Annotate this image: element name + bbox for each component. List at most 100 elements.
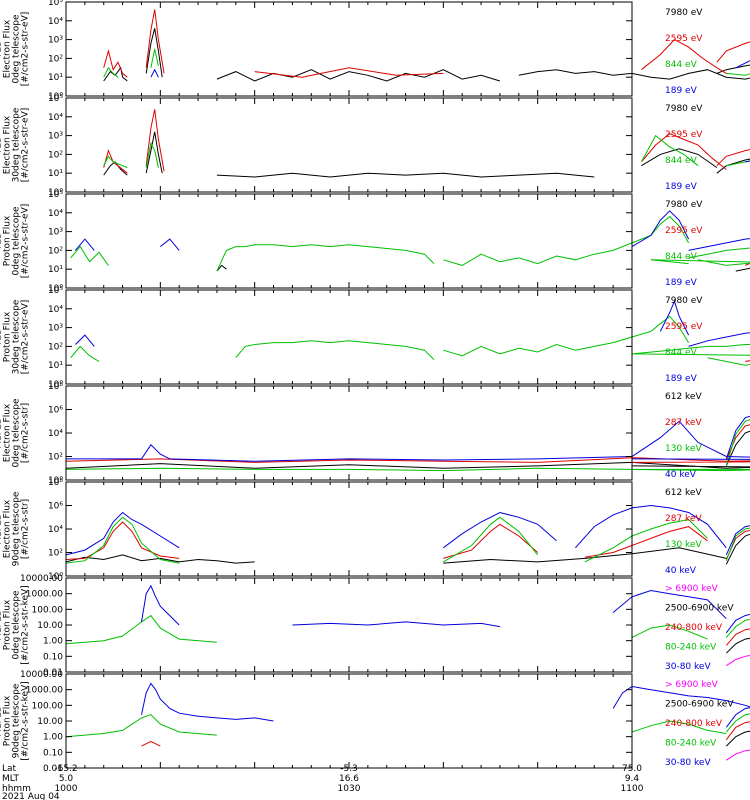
x-tick-label: 75.0 — [622, 764, 642, 774]
series-line — [641, 148, 718, 169]
y-axis-title-line: [#/cm2-s-str-eV] — [21, 12, 31, 87]
y-axis-title-line: 0deg telescope — [12, 398, 22, 468]
series-line — [65, 554, 255, 564]
series-line — [584, 526, 708, 558]
series-line — [716, 158, 750, 174]
legend-entry: > 6900 keV — [665, 680, 719, 690]
y-axis-title-line: TED — [0, 136, 4, 155]
series-line — [725, 730, 750, 747]
series-line — [443, 330, 652, 357]
series-line — [216, 69, 501, 82]
series-line — [640, 134, 699, 167]
series-130-kev — [65, 419, 750, 472]
y-axis-title-line: [#/cm2-s-str-keV] — [21, 585, 31, 664]
panel-frame — [65, 289, 633, 385]
y-tick-label: 10.00 — [37, 621, 63, 631]
y-axis-title: MEPEDProton Flux0deg telescope[#/cm2-s-s… — [0, 585, 31, 664]
x-tick-label: 1100 — [621, 784, 644, 794]
series-line — [216, 172, 595, 178]
series-line — [725, 529, 750, 560]
series-line — [159, 238, 180, 251]
y-axis-title-line: [#/cm2-s-str-eV] — [21, 300, 31, 375]
series-line — [443, 523, 539, 559]
y-tick-label: 10² — [48, 342, 63, 352]
series-7980-ev — [216, 264, 750, 272]
series-287-kev — [65, 521, 750, 560]
series-844-ev — [103, 48, 750, 78]
series-line — [70, 245, 109, 266]
y-tick-label: 10³ — [48, 324, 63, 334]
date-label: 2021 Aug 04 — [2, 792, 60, 800]
legend-entry: 7980 eV — [665, 104, 703, 114]
series-line — [725, 533, 750, 565]
legend-entry: 844 eV — [665, 348, 698, 358]
series-287-kev — [65, 424, 750, 463]
series-line — [150, 68, 159, 78]
series--6900-kev — [726, 655, 750, 667]
series-line — [65, 714, 217, 738]
y-axis-title-line: TED — [0, 232, 4, 251]
series-line — [669, 344, 750, 351]
series-line — [141, 584, 180, 626]
y-tick-label: 10000.00 — [20, 670, 63, 680]
legend-entry: 844 eV — [665, 252, 698, 262]
y-tick-label: 10⁰ — [48, 572, 63, 582]
legend-entry: 189 eV — [665, 86, 698, 96]
y-axis-title-line: TED — [0, 40, 4, 59]
legend-entry: 287 keV — [665, 514, 702, 524]
series-2500-6900-kev — [725, 637, 750, 654]
y-axis-title-line: [#/cm2-s-str-keV] — [21, 681, 31, 760]
x-tick-label: -65.2 — [54, 764, 77, 774]
series-line — [726, 655, 750, 667]
panel-3: 10⁰ 10¹ 10² 10³ 10⁴ 10⁵ TEDProton Flux0deg tel… — [0, 190, 750, 294]
legend-entry: 844 eV — [665, 156, 698, 166]
y-axis-title-line: [#/cm2-s-str-eV] — [21, 204, 31, 279]
legend-entry: 40 keV — [665, 470, 697, 480]
y-tick-label: 10⁵ — [48, 94, 63, 104]
y-axis-title-line: 30deg telescope — [12, 107, 22, 182]
x-row-label: hhmm — [2, 784, 31, 794]
series-line — [443, 234, 652, 266]
series-line — [584, 519, 708, 563]
x-tick-label: -5.3 — [340, 764, 358, 774]
x-tick-label: 9.4 — [625, 774, 640, 784]
y-tick-label: 10⁵ — [48, 0, 63, 8]
y-axis-title-line: [#/cm2-s-str-eV] — [21, 108, 31, 183]
x-row-label: Lat — [2, 764, 17, 774]
legend-entry: 240-800 keV — [665, 623, 723, 633]
series-line — [725, 613, 750, 634]
y-tick-label: 10² — [48, 549, 63, 559]
legend-entry: 2500-6900 keV — [665, 700, 734, 710]
y-axis-title-line: [#/cm2-s-str] — [21, 499, 31, 559]
series--6900-kev — [726, 749, 750, 761]
y-axis-title-line: Proton Flux — [3, 695, 13, 746]
series-2595-ev — [745, 262, 750, 266]
y-tick-label: 10⁴ — [48, 525, 63, 535]
series-line — [725, 637, 750, 654]
y-axis-title: MEPEDElectron Flux90deg telescope[#/cm2-… — [0, 491, 31, 566]
series-line — [688, 332, 750, 347]
series-7980-ev — [103, 131, 750, 178]
legend-entry: 7980 eV — [665, 200, 703, 210]
y-tick-label: 10⁶ — [48, 406, 63, 416]
series-line — [65, 614, 217, 645]
y-axis-title-line: MEPED — [0, 705, 4, 737]
series-line — [103, 66, 119, 78]
y-tick-label: 10⁵ — [48, 286, 63, 296]
series-line — [735, 60, 750, 69]
legend-entry: 7980 eV — [665, 296, 703, 306]
series-line — [631, 624, 708, 640]
y-axis-title-line: 0deg telescope — [12, 206, 22, 276]
y-axis-title-line: 90deg telescope — [12, 683, 22, 758]
series-844-ev — [70, 315, 750, 366]
series-line — [659, 299, 690, 336]
series-line — [150, 48, 159, 68]
series-line — [443, 547, 727, 564]
series-line — [650, 215, 690, 244]
series-line — [725, 525, 750, 556]
y-axis-title-line: MEPED — [0, 513, 4, 545]
legend-entry: 189 eV — [665, 278, 698, 288]
legend-entry: 80-240 keV — [665, 739, 717, 749]
series-line — [65, 511, 180, 556]
